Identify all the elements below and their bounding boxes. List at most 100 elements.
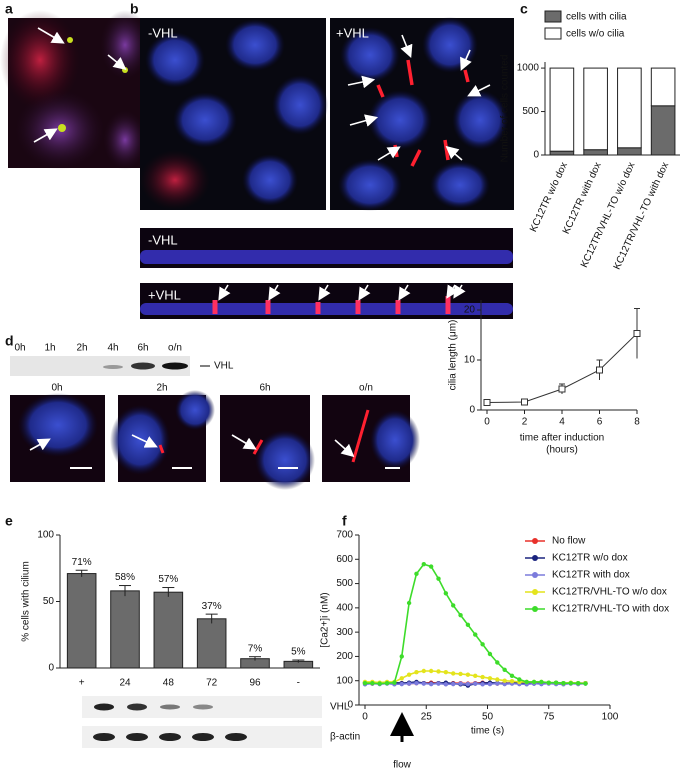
legend-marker	[532, 538, 538, 544]
bar	[153, 591, 184, 669]
marker	[406, 681, 412, 686]
western-blot-e	[82, 696, 322, 748]
panel-label: e	[5, 513, 13, 529]
x-tick-label: 25	[421, 712, 433, 723]
lane-label: 1h	[44, 343, 55, 354]
legend-label: KC12TR w/o dox	[552, 553, 628, 564]
bar-segment	[650, 67, 676, 107]
marker	[495, 681, 500, 686]
marker	[428, 564, 434, 569]
y-tick-label: 10	[464, 355, 476, 366]
marker	[458, 612, 463, 618]
bar-segment	[617, 67, 642, 149]
marker	[465, 672, 471, 677]
x-tick-label: 96	[249, 678, 261, 689]
x-tick-label: 75	[543, 712, 555, 723]
x-tick-label: 4	[559, 417, 565, 428]
image-label: 2h	[156, 383, 167, 394]
marker	[539, 679, 544, 685]
y-tick-label: 0	[533, 150, 539, 161]
blot-label: VHL	[330, 702, 350, 713]
y-axis-label: % cells with cilium	[21, 561, 32, 642]
marker	[583, 681, 588, 686]
marker	[561, 680, 566, 686]
legend-label: KC12TR/VHL-TO w/o dox	[552, 587, 667, 598]
y-axis-label: cilia length (μm)	[448, 320, 459, 391]
x-tick-label: 0	[362, 712, 368, 723]
marker	[465, 681, 471, 687]
panel-label: d	[5, 333, 14, 349]
legend-label: KC12TR/VHL-TO with dox	[552, 604, 669, 615]
marker	[414, 680, 419, 686]
series-line	[365, 563, 586, 685]
marker	[480, 674, 485, 680]
x-tick-label: 48	[163, 678, 175, 689]
bar	[196, 618, 227, 669]
marker	[458, 671, 463, 677]
image-label: 6h	[259, 383, 270, 394]
marker	[502, 667, 507, 672]
bar-segment	[583, 149, 608, 156]
marker	[451, 671, 456, 676]
panel-label: b	[130, 1, 139, 17]
marker	[377, 681, 382, 686]
marker	[421, 561, 426, 567]
marker	[414, 571, 419, 577]
panel-label: a	[5, 1, 13, 17]
marker	[465, 622, 471, 628]
marker	[406, 600, 412, 606]
marker	[558, 385, 566, 393]
marker	[406, 672, 412, 677]
marker	[502, 681, 507, 687]
micrograph-b	[140, 17, 514, 319]
marker	[517, 677, 522, 682]
marker	[421, 668, 426, 674]
lane-label: o/n	[168, 343, 182, 354]
x-tick-label: +	[79, 678, 85, 689]
legend-label: cells w/o cilia	[566, 29, 625, 40]
marker	[487, 651, 493, 657]
marker	[436, 681, 441, 686]
legend-marker	[532, 606, 538, 612]
marker	[480, 642, 485, 647]
y-tick-label: 300	[336, 627, 353, 638]
marker	[436, 669, 441, 674]
marker	[509, 673, 515, 679]
marker	[487, 681, 493, 687]
y-tick-label: 100	[37, 530, 54, 541]
marker	[399, 681, 404, 687]
marker	[495, 677, 500, 682]
bar-segment	[549, 67, 575, 152]
marker	[531, 679, 537, 685]
y-tick-label: 1000	[517, 63, 540, 74]
marker	[428, 681, 434, 687]
marker	[480, 682, 485, 687]
y-tick-label: 100	[336, 675, 353, 686]
lane-label: 0h	[14, 343, 25, 354]
bar-segment	[549, 150, 575, 156]
flow-label: flow	[393, 760, 412, 771]
y-tick-label: 200	[336, 651, 353, 662]
marker	[443, 670, 449, 675]
bar-segment	[583, 67, 608, 151]
image-label: -VHL	[148, 232, 178, 247]
bar	[110, 590, 140, 669]
marker	[414, 670, 419, 675]
x-axis-label: (hours)	[546, 445, 578, 456]
x-tick-label: -	[297, 678, 300, 689]
marker	[399, 654, 404, 659]
western-blot-d	[10, 356, 210, 376]
value-label: 5%	[291, 647, 306, 658]
y-tick-label: 50	[43, 596, 55, 607]
marker	[473, 681, 478, 686]
image-label: o/n	[359, 383, 373, 394]
y-tick-label: 0	[347, 700, 353, 711]
marker	[596, 366, 603, 374]
blot-label: VHL	[214, 361, 234, 372]
marker	[568, 680, 573, 686]
panel-label: f	[342, 513, 347, 529]
marker	[473, 673, 478, 679]
blot-label: β-actin	[330, 732, 360, 743]
legend-swatch	[544, 27, 562, 40]
x-tick-label: 24	[119, 678, 131, 689]
